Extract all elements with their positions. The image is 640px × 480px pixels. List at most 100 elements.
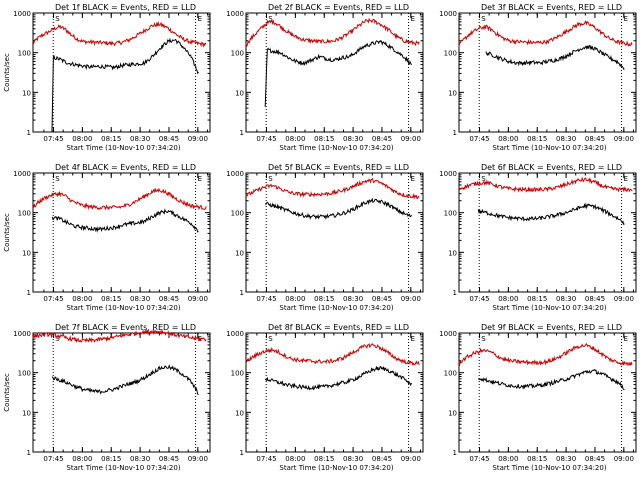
panel-det-9: Det 9f BLACK = Events, RED = LLD 1 10 100 10… (439, 323, 637, 472)
panel-det-2: Det 2f BLACK = Events, RED = LLD 1 10 100 10… (226, 3, 424, 152)
x-tick-label: 09:00 (401, 135, 421, 143)
panel-title: Det 8f BLACK = Events, RED = LLD (268, 323, 409, 332)
y-axis-label: Counts/sec (3, 373, 11, 412)
y-tick-label: 10 (235, 409, 244, 417)
x-axis-label: Start Time (10-Nov-10 07:34:20) (279, 144, 393, 152)
x-tick-label: 08:15 (101, 455, 121, 463)
series-lld (245, 343, 420, 367)
x-tick-label: 07:45 (469, 455, 489, 463)
x-tick-label: 08:15 (314, 135, 334, 143)
x-axis-label: Start Time (10-Nov-10 07:34:20) (492, 464, 606, 472)
x-axis-label: Start Time (10-Nov-10 07:34:20) (66, 144, 180, 152)
series-lld (32, 20, 207, 48)
x-axis-label: Start Time (10-Nov-10 07:34:20) (279, 304, 393, 312)
y-tick-label: 1 (453, 449, 457, 457)
series-lld (458, 176, 633, 193)
panel-det-4: Det 4f BLACK = Events, RED = LLD 1 10 100 10… (3, 163, 211, 312)
x-axis-label: Start Time (10-Nov-10 07:34:20) (279, 464, 393, 472)
y-tick-label: 1 (453, 129, 457, 137)
plot-frame (458, 172, 637, 293)
series-events (264, 39, 412, 107)
x-tick-label: 09:00 (188, 455, 208, 463)
x-tick-label: 07:45 (43, 455, 63, 463)
x-tick-label: 08:15 (527, 135, 547, 143)
y-tick-label: 100 (444, 210, 457, 218)
y-tick-label: 1000 (439, 170, 457, 178)
marker-label-e: E (411, 175, 415, 183)
x-tick-label: 08:30 (130, 455, 150, 463)
marker-label-s: S (481, 175, 486, 183)
plot-frame (32, 12, 211, 133)
x-tick-label: 09:00 (401, 455, 421, 463)
y-tick-label: 100 (444, 50, 457, 58)
y-tick-label: 100 (231, 370, 244, 378)
x-tick-label: 08:45 (585, 455, 605, 463)
x-tick-label: 08:00 (285, 455, 305, 463)
y-axis-label: Counts/sec (3, 53, 11, 92)
y-tick-label: 10 (22, 249, 31, 257)
panel-det-1: Det 1f BLACK = Events, RED = LLD 1 10 100 10… (3, 3, 211, 152)
x-tick-label: 09:00 (614, 135, 634, 143)
series-events (485, 44, 625, 71)
y-tick-label: 1 (240, 129, 244, 137)
panel-title: Det 4f BLACK = Events, RED = LLD (55, 163, 196, 172)
x-tick-label: 09:00 (188, 295, 208, 303)
x-tick-label: 08:30 (556, 295, 576, 303)
y-tick-label: 10 (22, 89, 31, 97)
plot-frame (32, 332, 211, 453)
y-tick-label: 1000 (226, 170, 244, 178)
x-tick-label: 08:00 (498, 135, 518, 143)
x-axis-label: Start Time (10-Nov-10 07:34:20) (492, 144, 606, 152)
y-tick-label: 1000 (13, 170, 31, 178)
x-axis-label: Start Time (10-Nov-10 07:34:20) (66, 464, 180, 472)
x-tick-label: 08:00 (285, 135, 305, 143)
y-tick-label: 100 (444, 370, 457, 378)
series-events (264, 197, 412, 220)
x-tick-label: 08:15 (527, 455, 547, 463)
marker-label-e: E (411, 15, 415, 23)
marker-label-e: E (624, 175, 628, 183)
panel-det-8: Det 8f BLACK = Events, RED = LLD 1 10 100 10… (226, 323, 424, 472)
panel-title: Det 3f BLACK = Events, RED = LLD (481, 3, 622, 12)
plot-frame (245, 12, 424, 133)
x-tick-label: 08:00 (72, 455, 92, 463)
marker-label-s: S (268, 335, 273, 343)
x-tick-label: 08:30 (343, 295, 363, 303)
plot-frame (245, 172, 424, 293)
x-axis-label: Start Time (10-Nov-10 07:34:20) (492, 304, 606, 312)
marker-label-e: E (198, 175, 202, 183)
panel-det-5: Det 5f BLACK = Events, RED = LLD 1 10 100 10… (226, 163, 424, 312)
y-tick-label: 1000 (439, 10, 457, 18)
x-tick-label: 07:45 (256, 295, 276, 303)
y-tick-label: 1000 (439, 330, 457, 338)
y-tick-label: 10 (22, 409, 31, 417)
x-tick-label: 07:45 (256, 455, 276, 463)
marker-label-s: S (481, 335, 486, 343)
y-tick-label: 10 (448, 409, 457, 417)
x-tick-label: 09:00 (614, 455, 634, 463)
panel-det-6: Det 6f BLACK = Events, RED = LLD 1 10 100 10… (439, 163, 637, 312)
y-tick-label: 100 (231, 50, 244, 58)
x-tick-label: 08:00 (285, 295, 305, 303)
series-events (51, 364, 199, 396)
x-tick-label: 07:45 (469, 135, 489, 143)
marker-label-s: S (268, 15, 273, 23)
x-tick-label: 08:45 (585, 295, 605, 303)
y-tick-label: 1 (27, 289, 31, 297)
x-tick-label: 08:15 (101, 295, 121, 303)
x-tick-label: 08:30 (130, 135, 150, 143)
y-tick-label: 1 (27, 129, 31, 137)
x-tick-label: 08:15 (527, 295, 547, 303)
y-tick-label: 1000 (13, 10, 31, 18)
series-events (477, 202, 625, 226)
y-tick-label: 100 (18, 50, 31, 58)
marker-label-e: E (411, 335, 415, 343)
x-tick-label: 07:45 (469, 295, 489, 303)
panel-title: Det 2f BLACK = Events, RED = LLD (268, 3, 409, 12)
panel-title: Det 1f BLACK = Events, RED = LLD (55, 3, 196, 12)
panel-title: Det 5f BLACK = Events, RED = LLD (268, 163, 409, 172)
x-tick-label: 08:00 (72, 135, 92, 143)
plot-frame (458, 12, 637, 133)
series-lld (458, 342, 633, 367)
y-tick-label: 10 (448, 89, 457, 97)
